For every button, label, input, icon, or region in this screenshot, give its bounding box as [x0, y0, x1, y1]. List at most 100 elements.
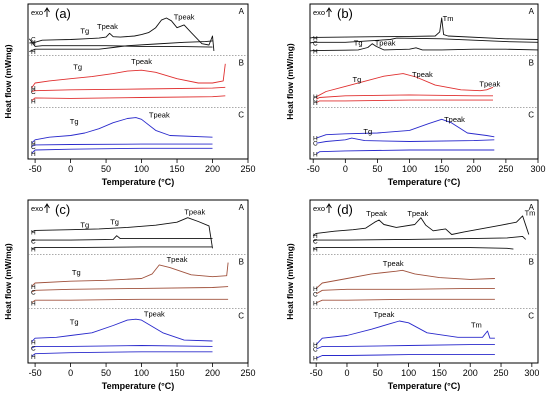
- x-tick-label: 200: [205, 164, 220, 174]
- panel-c: -50 0 50 100 150 200 250 Temperature (°C) Heat f…: [3, 199, 256, 391]
- trace-label: H: [31, 141, 36, 148]
- trace-label: H: [313, 151, 318, 158]
- trace-C-C-1: [316, 344, 495, 350]
- trace-C-C-1: [31, 345, 213, 349]
- band-label-C: C: [238, 312, 244, 321]
- trace-label: H: [313, 48, 318, 55]
- annotation-tg: Tg: [110, 217, 119, 226]
- y-axis-label: Heat flow (mW/mg): [3, 243, 13, 320]
- annotation-tpeak: Tpeak: [374, 310, 395, 319]
- annotation-tg: Tg: [80, 220, 89, 229]
- trace-label: H: [313, 136, 318, 143]
- band-label-B: B: [529, 59, 534, 68]
- x-tick-label: 250: [498, 164, 513, 174]
- trace-B-H-0: [31, 63, 226, 89]
- trace-A-H-0: [312, 215, 530, 237]
- trace-B-H-2: [31, 298, 229, 304]
- trace-label: C: [31, 36, 36, 43]
- trace-C-H-2: [316, 354, 495, 359]
- x-axis-label: Temperature (°C): [102, 177, 174, 187]
- trace-A-H-2: [309, 43, 539, 52]
- trace-label: H: [31, 354, 36, 361]
- trace-A-H-0: [31, 217, 213, 249]
- trace-C-C-1: [31, 143, 213, 148]
- annotation-tg: Tg: [70, 117, 79, 126]
- x-tick-label: 0: [344, 368, 349, 378]
- trace-label: H: [31, 300, 36, 307]
- annotation-tpeak: Tpeak: [366, 209, 387, 218]
- exo-arrow-icon: [44, 203, 50, 213]
- band-label-C: C: [528, 312, 534, 321]
- panel-frame: [309, 3, 539, 160]
- trace-A-C-1: [31, 235, 213, 242]
- trace-label: H: [31, 247, 36, 254]
- trace-B-H-2: [316, 99, 493, 103]
- x-tick-label: -50: [29, 164, 42, 174]
- trace-label: C: [313, 141, 318, 148]
- trace-A-C-1: [309, 37, 539, 44]
- x-tick-label: 100: [134, 368, 149, 378]
- x-axis-label: Temperature (°C): [388, 381, 460, 391]
- trace-label: C: [313, 291, 318, 298]
- annotation-tpeak: Tpeak: [444, 115, 465, 124]
- x-tick-label: 250: [240, 164, 255, 174]
- x-tick-label: 0: [343, 164, 348, 174]
- trace-A-C-1: [29, 38, 213, 48]
- trace-label: C: [31, 346, 36, 353]
- trace-C-H-2: [316, 149, 495, 155]
- trace-label: C: [313, 347, 318, 354]
- trace-label: C: [313, 97, 318, 104]
- panel-label: (d): [337, 202, 353, 217]
- exo-arrow-icon: [326, 203, 332, 213]
- trace-A-H-0: [29, 17, 215, 51]
- panel-label: (c): [55, 202, 70, 217]
- trace-label: H: [313, 300, 318, 307]
- y-axis-label: Heat flow (mWmg): [3, 44, 13, 118]
- trace-label: H: [31, 339, 36, 346]
- x-tick-label: 300: [530, 164, 545, 174]
- x-tick-label: 250: [240, 368, 255, 378]
- annotation-tg: Tg: [70, 318, 79, 327]
- annotation-tpeak: Tpeak: [97, 22, 118, 31]
- trace-label: C: [31, 238, 36, 245]
- exo-arrow-icon: [326, 7, 332, 17]
- band-label-A: A: [529, 7, 535, 16]
- exo-arrow-icon: [44, 7, 50, 17]
- trace-label: H: [313, 342, 318, 349]
- trace-B-H-0: [31, 262, 229, 287]
- annotation-tg: Tg: [354, 39, 363, 48]
- x-tick-label: 0: [68, 164, 73, 174]
- trace-B-C-1: [316, 94, 493, 100]
- trace-A-H-2: [31, 246, 213, 250]
- trace-C-H-2: [31, 351, 213, 357]
- trace-B-H-0: [315, 269, 495, 289]
- band-label-B: B: [529, 257, 534, 266]
- x-tick-label: 100: [401, 368, 416, 378]
- x-tick-label: 50: [101, 164, 111, 174]
- panel-d: -50 0 50 100 150 200 250 300 Temperature (°C) Hea…: [285, 199, 539, 391]
- trace-label: C: [31, 144, 36, 151]
- trace-label: C: [31, 89, 36, 96]
- annotation-tm: Tm: [525, 208, 536, 217]
- x-tick-label: 200: [205, 368, 220, 378]
- annotation-tm: Tm: [471, 320, 482, 329]
- trace-label: C: [313, 40, 318, 47]
- trace-C-H-2: [31, 147, 213, 154]
- trace-label: H: [313, 94, 318, 101]
- exo-label: exo: [31, 8, 43, 17]
- band-label-A: A: [239, 203, 245, 212]
- x-axis-label: Temperature (°C): [102, 381, 174, 391]
- panel-frame: [309, 199, 539, 364]
- trace-C-H-0: [31, 318, 213, 343]
- exo-label: exo: [313, 204, 325, 213]
- x-tick-label: 150: [170, 164, 185, 174]
- x-axis-label: Temperature (°C): [388, 177, 460, 187]
- trace-label: H: [313, 247, 318, 254]
- x-tick-label: 250: [494, 368, 509, 378]
- exo-label: exo: [31, 204, 43, 213]
- panel-b: -50 0 50 100 150 200 250 300 Temperature (°C) Hea…: [285, 3, 546, 187]
- trace-label: H: [313, 286, 318, 293]
- trace-A-C-1: [312, 235, 527, 242]
- annotation-tpeak: Tpeak: [167, 255, 188, 264]
- trace-A-H-0: [309, 17, 539, 40]
